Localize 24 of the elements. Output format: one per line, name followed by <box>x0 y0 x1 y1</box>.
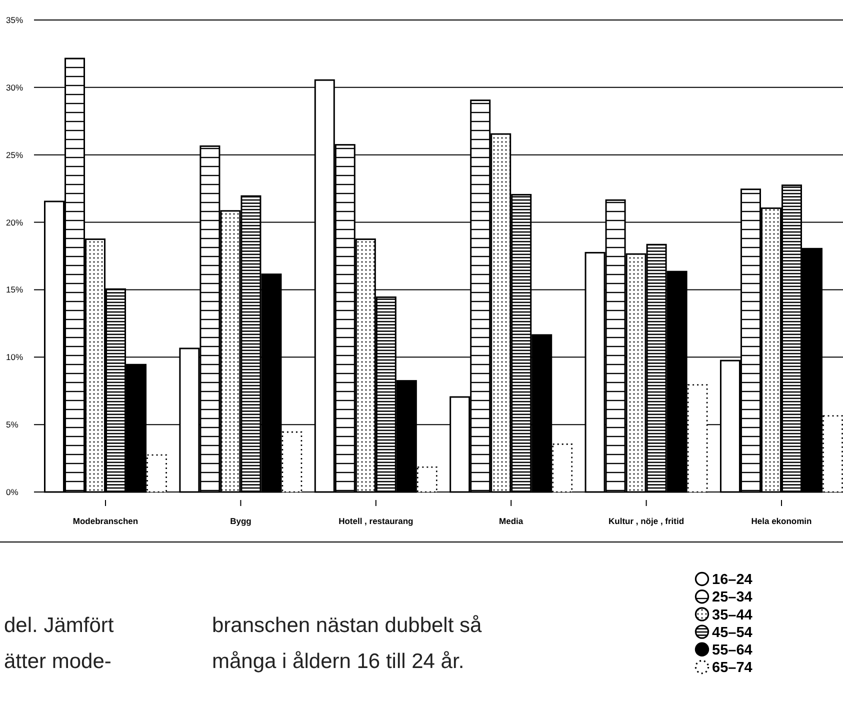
y-tick-label: 15% <box>6 284 24 295</box>
legend-label: 55–64 <box>712 642 752 658</box>
text: branschen nästan dubbelt så <box>212 614 482 637</box>
text: del. Jämfört <box>4 614 114 637</box>
y-tick-label: 30% <box>6 82 24 92</box>
y-tick-label: 0% <box>6 486 19 497</box>
x-tick-label: Media <box>499 516 524 526</box>
text: ätter mode- <box>4 650 112 673</box>
x-tick-label: Hela ekonomin <box>751 516 812 526</box>
legend-label: 16–24 <box>712 572 752 588</box>
y-tick-label: 20% <box>6 217 24 228</box>
legend-label: 45–54 <box>712 624 752 641</box>
y-tick-label: 25% <box>6 150 24 160</box>
x-tick-label: Kultur , nöje , fritid <box>608 516 684 526</box>
x-tick-label: Hotell , restaurang <box>338 516 414 526</box>
legend-label: 25–34 <box>712 590 752 606</box>
legend-label: 35–44 <box>712 607 752 624</box>
y-tick-label: 35% <box>6 14 24 25</box>
text: många i åldern 16 till 24 år. <box>212 650 464 673</box>
x-tick-label: Bygg <box>230 516 252 526</box>
x-tick-label: Modebranschen <box>72 516 138 526</box>
legend-label: 65–74 <box>712 660 752 676</box>
y-tick-label: 5% <box>6 420 19 430</box>
y-tick-label: 10% <box>6 352 24 362</box>
